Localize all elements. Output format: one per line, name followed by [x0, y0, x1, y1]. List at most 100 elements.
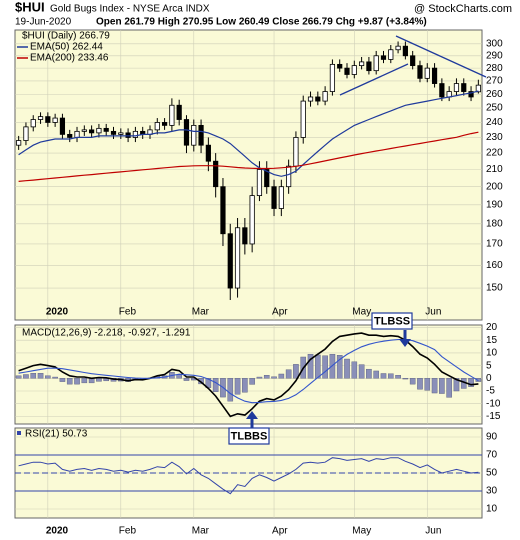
y-tick-label: 10	[486, 504, 498, 515]
histogram-bar	[358, 364, 365, 379]
candle-body	[307, 96, 314, 102]
candle-body	[402, 45, 408, 57]
candle-body	[329, 63, 336, 92]
histogram-bar	[366, 368, 372, 379]
histogram-bar	[293, 364, 299, 379]
y-tick-label: 260	[486, 89, 503, 100]
legend-entry: EMA(200) 233.46	[30, 53, 109, 64]
histogram-bar	[322, 355, 328, 379]
y-tick-label: -10	[486, 398, 501, 409]
candle-body	[322, 91, 328, 102]
y-tick-label: 30	[486, 486, 498, 497]
histogram-bar	[351, 361, 358, 379]
candle-body	[16, 140, 22, 146]
candle-body	[59, 117, 66, 135]
legend-entry: EMA(50) 262.44	[30, 42, 103, 53]
histogram-bar	[424, 378, 431, 391]
candle-body	[271, 186, 277, 209]
histogram-bar	[59, 378, 66, 382]
y-tick-label: 240	[486, 117, 503, 128]
histogram-bar	[315, 354, 321, 379]
candle-body	[453, 83, 460, 92]
candle-body	[431, 67, 438, 84]
candle-body	[81, 129, 87, 132]
histogram-bar	[431, 378, 438, 394]
histogram-bar	[249, 378, 255, 385]
y-tick-label: 50	[486, 468, 498, 479]
histogram-bar	[373, 370, 379, 379]
candle-body	[125, 132, 131, 138]
legend-entry: $HUI (Daily) 266.79	[22, 31, 110, 42]
y-tick-label: 290	[486, 50, 503, 61]
trend-line	[395, 35, 487, 78]
histogram-bar	[66, 378, 73, 385]
histogram-bar	[395, 375, 401, 379]
candle-body	[315, 96, 321, 102]
histogram-bar	[256, 376, 263, 379]
rsi-label: RSI(21) 50.73	[25, 429, 88, 440]
candle-body	[344, 67, 350, 75]
candle-body	[278, 186, 284, 209]
candle-body	[264, 169, 270, 188]
candle-body	[395, 45, 401, 51]
histogram-bar	[439, 378, 445, 394]
histogram-bar	[402, 378, 409, 380]
annotation-arrowhead	[246, 411, 258, 419]
candle-body	[154, 122, 160, 131]
quote: Open 261.79 High 270.95 Low 260.49 Close…	[96, 17, 427, 28]
y-tick-label: 270	[486, 76, 503, 87]
candle-body	[176, 104, 182, 120]
y-tick-label: 150	[486, 283, 503, 294]
line	[18, 90, 479, 177]
annotation: TLBSS	[374, 315, 410, 327]
date: 19-Jun-2020	[15, 17, 72, 28]
macd-label: MACD(12,26,9) -2.218, -0.927, -1.291	[22, 328, 191, 339]
candle-body	[380, 55, 387, 60]
x-tick-label: Mar	[192, 526, 210, 537]
x-tick-label: Jun	[425, 307, 441, 318]
source: @ StockCharts.com	[414, 3, 512, 15]
x-tick-label: Mar	[192, 307, 210, 318]
y-tick-label: 190	[486, 199, 503, 210]
histogram-bar	[453, 378, 460, 392]
histogram-bar	[263, 375, 270, 379]
rsi-icon	[17, 431, 21, 435]
histogram-bar	[212, 378, 219, 392]
title: Gold Bugs Index - NYSE Arca INDX	[50, 4, 210, 15]
macd-panel	[14, 324, 483, 425]
candle-body	[256, 169, 263, 197]
histogram-bar	[380, 373, 387, 379]
y-tick-label: 10	[486, 348, 498, 359]
histogram-bar	[242, 378, 248, 393]
y-tick-label: 15	[486, 335, 498, 346]
x-tick-label: Feb	[119, 526, 137, 537]
histogram-bar	[307, 353, 314, 379]
legend: $HUI (Daily) 266.79 EMA(50) 262.44 EMA(2…	[17, 31, 110, 64]
y-tick-label: 230	[486, 132, 503, 143]
histogram-bar	[446, 378, 452, 398]
y-tick-label: 180	[486, 218, 503, 229]
candle-body	[89, 129, 95, 134]
candle-body	[198, 124, 204, 146]
candle-body	[74, 130, 80, 138]
candle-body	[468, 91, 474, 98]
y-tick-label: -5	[486, 386, 495, 397]
candle-body	[424, 67, 430, 79]
candle-body	[227, 233, 233, 289]
candle-body	[205, 144, 211, 162]
histogram-bar	[15, 375, 22, 379]
candle-body	[439, 83, 445, 98]
y-tick-label: 170	[486, 239, 503, 250]
candle-body	[351, 65, 357, 75]
y-tick-label: 5	[486, 360, 492, 371]
y-tick-label: 90	[486, 432, 498, 443]
candle-body	[132, 130, 138, 138]
histogram-bar	[409, 378, 416, 385]
candle-body	[286, 165, 292, 188]
annotation-box	[371, 312, 413, 330]
x-tick-label: Apr	[272, 307, 288, 318]
candle-body	[475, 84, 481, 93]
histogram-bar	[285, 369, 292, 379]
candle-body	[417, 65, 423, 79]
